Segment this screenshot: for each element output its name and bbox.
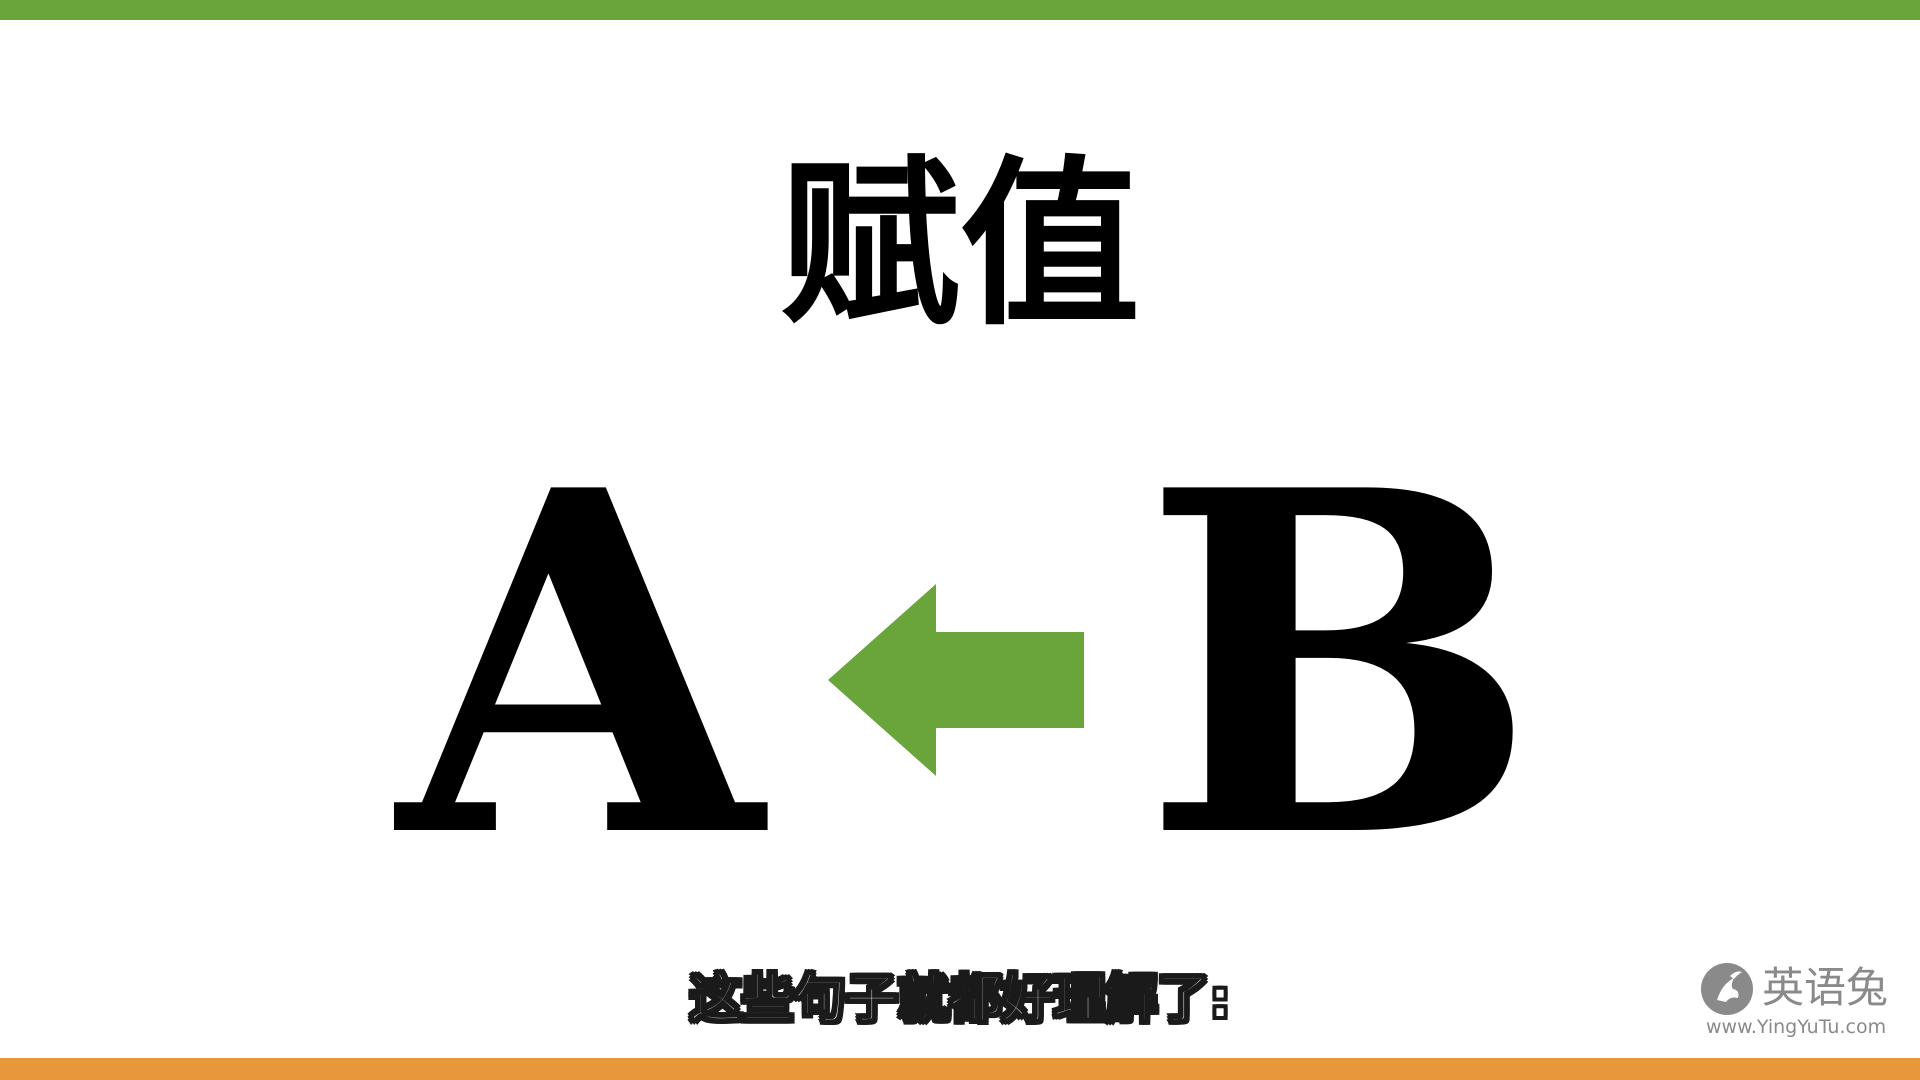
logo-url: www.YingYuTu.com <box>1706 1016 1887 1038</box>
rabbit-icon <box>1701 963 1753 1015</box>
top-accent-bar <box>0 0 1920 20</box>
right-operand: B <box>1141 389 1539 941</box>
slide-title: 赋值 <box>779 139 1140 350</box>
arrow-shape <box>828 584 1084 776</box>
arrow-left-icon <box>828 584 1084 776</box>
left-operand: A <box>397 389 763 941</box>
logo-brand-name: 英语兔 <box>1762 963 1889 1012</box>
bottom-accent-bar <box>0 1058 1920 1080</box>
video-subtitle: 这些句子就都好理解了: <box>689 969 1232 1031</box>
watermark-logo: 英语兔 www.YingYuTu.com <box>1700 960 1900 1040</box>
